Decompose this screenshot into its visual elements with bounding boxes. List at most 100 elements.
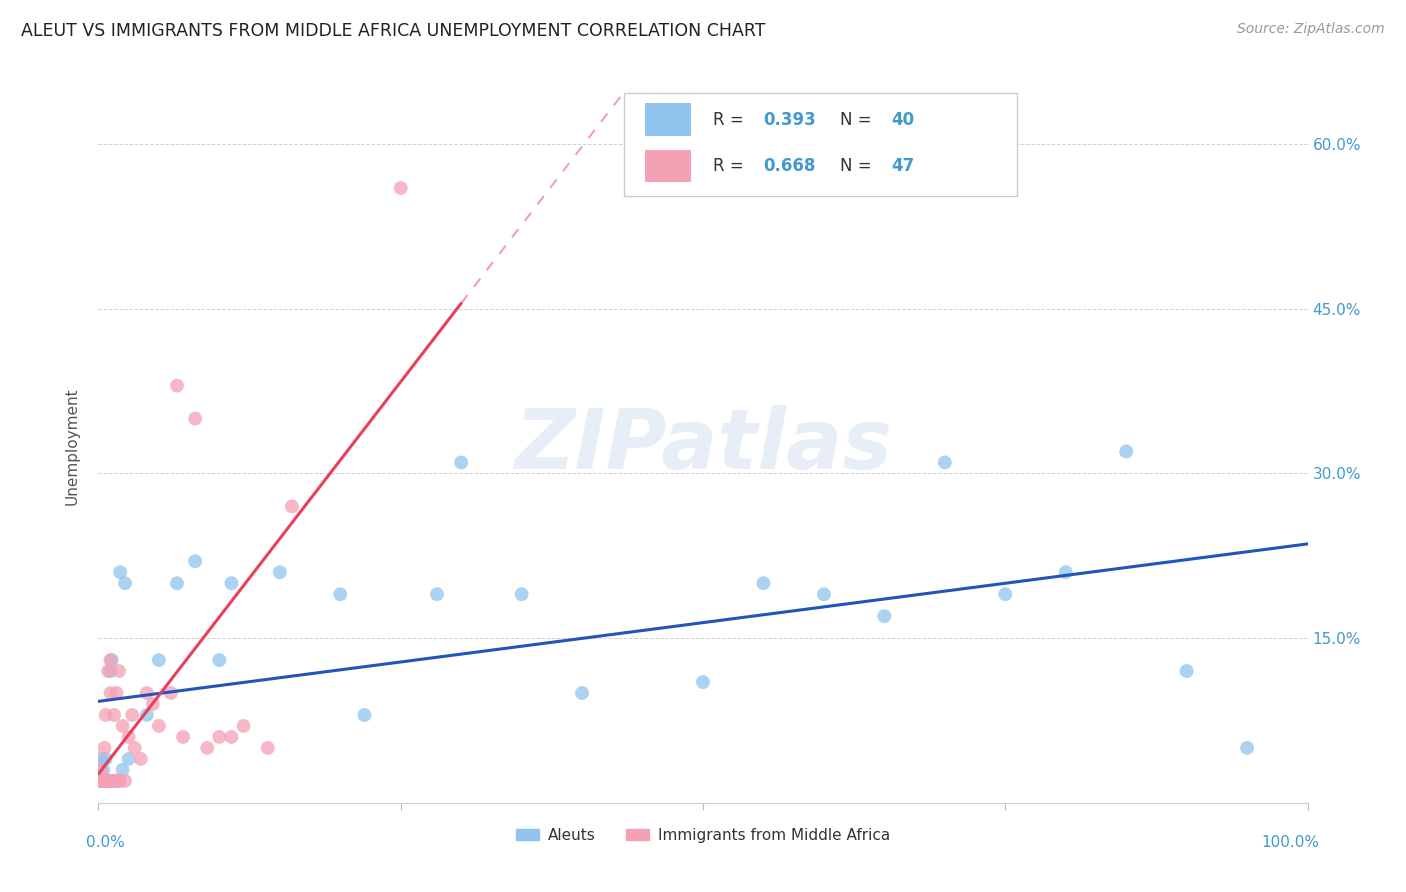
Text: 47: 47 <box>891 157 915 175</box>
FancyBboxPatch shape <box>645 103 690 136</box>
Point <box>100 664 122 678</box>
Point <box>1054 566 1077 580</box>
Point <box>100 653 122 667</box>
Point <box>111 763 134 777</box>
Point <box>256 740 278 755</box>
Point <box>105 686 128 700</box>
Text: ZIPatlas: ZIPatlas <box>515 406 891 486</box>
Point <box>221 730 243 744</box>
Text: R =: R = <box>713 157 748 175</box>
Point <box>94 773 117 788</box>
Point <box>98 773 121 788</box>
Point <box>107 773 129 788</box>
Point <box>184 411 207 425</box>
Point <box>426 587 449 601</box>
Point <box>221 576 243 591</box>
Point <box>91 773 114 788</box>
Point <box>994 587 1017 601</box>
Point <box>108 773 131 788</box>
Point <box>105 773 128 788</box>
Point <box>90 752 112 766</box>
Point <box>97 664 120 678</box>
Text: R =: R = <box>713 111 748 128</box>
Text: ALEUT VS IMMIGRANTS FROM MIDDLE AFRICA UNEMPLOYMENT CORRELATION CHART: ALEUT VS IMMIGRANTS FROM MIDDLE AFRICA U… <box>21 22 766 40</box>
Point <box>166 378 188 392</box>
Point <box>91 763 114 777</box>
Point <box>121 708 143 723</box>
Legend: Aleuts, Immigrants from Middle Africa: Aleuts, Immigrants from Middle Africa <box>509 822 897 848</box>
Point <box>135 686 157 700</box>
Point <box>91 773 114 788</box>
Text: 0.668: 0.668 <box>763 157 815 175</box>
Point <box>692 675 714 690</box>
Text: 40: 40 <box>891 111 915 128</box>
Point <box>93 773 115 788</box>
Point <box>96 773 118 788</box>
Point <box>1115 444 1137 458</box>
Point <box>101 773 124 788</box>
Point <box>114 576 136 591</box>
Point <box>450 455 472 469</box>
Point <box>1236 740 1258 755</box>
Point <box>571 686 593 700</box>
Point <box>90 773 112 788</box>
Point <box>281 500 304 514</box>
Point <box>111 719 134 733</box>
Point <box>813 587 835 601</box>
Point <box>96 773 118 788</box>
Point <box>100 686 122 700</box>
Point <box>101 773 124 788</box>
Point <box>353 708 375 723</box>
Point <box>98 773 121 788</box>
Point <box>172 730 194 744</box>
Point <box>510 587 533 601</box>
Point <box>142 697 165 711</box>
Point <box>103 708 125 723</box>
Point <box>94 708 117 723</box>
Point <box>195 740 218 755</box>
Point <box>98 773 121 788</box>
Point <box>97 773 120 788</box>
Point <box>148 653 170 667</box>
Point <box>389 181 412 195</box>
Point <box>1175 664 1198 678</box>
Text: N =: N = <box>839 111 876 128</box>
Text: 0.393: 0.393 <box>763 111 817 128</box>
Point <box>108 664 131 678</box>
Point <box>108 566 131 580</box>
Point <box>94 752 117 766</box>
Point <box>124 740 146 755</box>
Point <box>752 576 775 591</box>
Point <box>91 773 114 788</box>
Point <box>104 773 127 788</box>
Point <box>118 730 141 744</box>
Point <box>166 576 188 591</box>
Point <box>934 455 956 469</box>
Point <box>148 719 170 733</box>
Point <box>97 773 120 788</box>
Point <box>160 686 183 700</box>
Point <box>269 566 291 580</box>
Point <box>100 653 122 667</box>
Point <box>129 752 152 766</box>
Point <box>135 708 157 723</box>
Point <box>93 773 115 788</box>
Text: Source: ZipAtlas.com: Source: ZipAtlas.com <box>1237 22 1385 37</box>
Point <box>873 609 896 624</box>
Point <box>93 740 115 755</box>
Point <box>91 773 114 788</box>
Point <box>208 730 231 744</box>
Point <box>184 554 207 568</box>
Text: 100.0%: 100.0% <box>1261 835 1320 850</box>
Point <box>89 773 111 788</box>
Y-axis label: Unemployment: Unemployment <box>65 387 80 505</box>
Point <box>103 773 125 788</box>
Point <box>329 587 352 601</box>
Point <box>118 752 141 766</box>
Point <box>232 719 254 733</box>
Text: 0.0%: 0.0% <box>86 835 125 850</box>
Point <box>91 773 114 788</box>
Point <box>90 763 112 777</box>
Point <box>96 773 118 788</box>
FancyBboxPatch shape <box>645 150 690 182</box>
